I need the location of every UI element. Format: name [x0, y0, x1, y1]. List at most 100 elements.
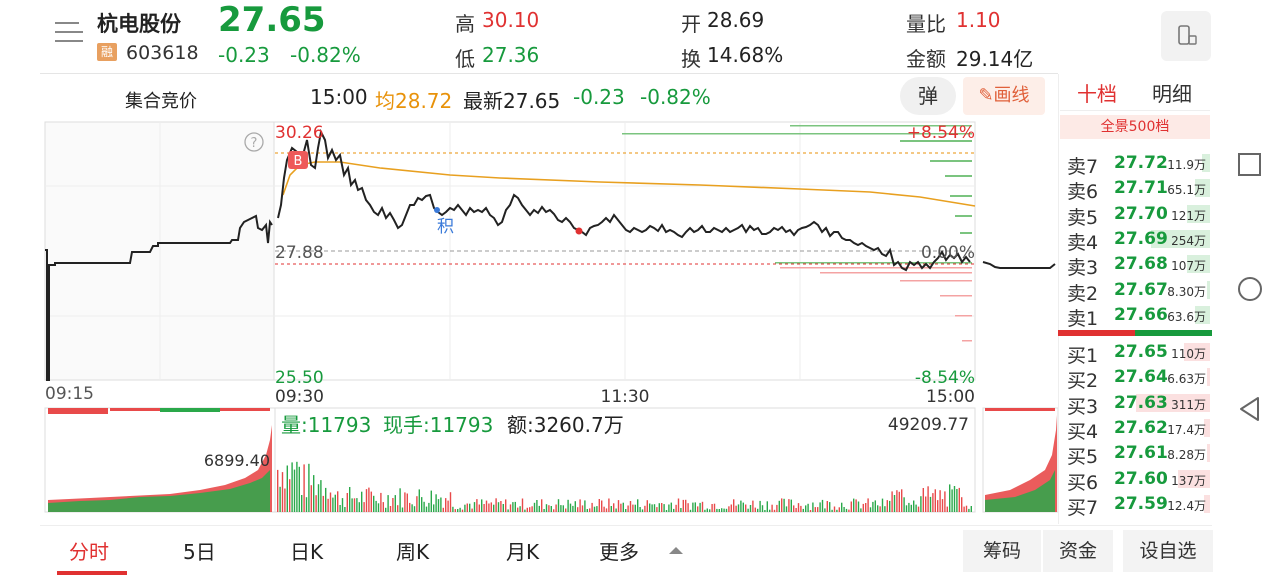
volume-bar — [613, 503, 615, 512]
danmu-toggle-button[interactable]: 弹 — [900, 77, 956, 115]
volume-bar — [514, 501, 516, 512]
volume-bar — [423, 501, 425, 512]
home-icon[interactable] — [1236, 275, 1264, 303]
volume-bar — [435, 494, 437, 512]
volume-bar — [663, 504, 665, 512]
bid-volume: 137万 — [1171, 473, 1206, 488]
volume-bar — [737, 504, 740, 512]
low-value: 27.36 — [482, 43, 540, 67]
volume-bar — [327, 498, 329, 512]
bid-label: 买6 — [1067, 471, 1099, 494]
volume-bar — [651, 504, 653, 512]
buy-signal-marker[interactable] — [288, 151, 308, 169]
tab-detail[interactable]: 明细 — [1152, 82, 1192, 106]
time-label-1130: 11:30 — [601, 387, 650, 407]
cursor-time: 15:00 — [310, 85, 368, 109]
ask-volume: 65.1万 — [1167, 183, 1206, 198]
volume-bar — [925, 496, 927, 512]
volume-bar — [848, 509, 850, 512]
back-icon[interactable] — [1237, 395, 1263, 423]
volume-bar — [512, 502, 514, 512]
bid-row[interactable]: 买7 27.59 12.4万 — [1058, 492, 1212, 519]
volume-bar — [754, 507, 756, 512]
tab-daily-k[interactable]: 日K — [290, 540, 324, 564]
bid-row[interactable]: 买6 27.60 137万 — [1058, 467, 1212, 494]
volume-bar — [629, 501, 632, 512]
volume-bar — [440, 497, 442, 512]
full-depth-button[interactable]: 全景500档 — [1060, 115, 1210, 139]
auction-volume-bars — [48, 408, 272, 512]
bid-row[interactable]: 买2 27.64 6.63万 — [1058, 365, 1212, 392]
volume-bar — [968, 508, 970, 512]
tab-intraday[interactable]: 分时 — [69, 540, 109, 564]
fund-button[interactable]: 资金 — [1043, 530, 1113, 572]
chip-button[interactable]: 筹码 — [963, 530, 1041, 572]
bid-row[interactable]: 买1 27.65 110万 — [1058, 340, 1212, 367]
turnover-value: 14.68% — [707, 43, 784, 67]
volume-bar — [502, 504, 504, 512]
volume-bar — [677, 498, 680, 512]
volume-bar — [560, 505, 562, 512]
bid-row[interactable]: 买5 27.61 8.28万 — [1058, 441, 1212, 468]
tab-weekly-k[interactable]: 周K — [396, 540, 430, 564]
volume-bar — [509, 504, 512, 512]
volume-bar — [375, 500, 377, 512]
volume-bar — [545, 504, 548, 512]
recent-apps-icon[interactable] — [1237, 152, 1263, 178]
volume-bar — [903, 497, 905, 512]
ask-row[interactable]: 卖1 27.66 63.6万 — [1058, 303, 1212, 330]
volume-bar — [353, 498, 356, 512]
draw-line-button[interactable]: ✎画线 — [963, 77, 1045, 115]
volume-bar — [425, 506, 428, 512]
help-icon[interactable] — [244, 132, 264, 152]
volume-bar — [313, 475, 315, 512]
bid-row[interactable]: 买4 27.62 17.4万 — [1058, 416, 1212, 443]
volume-bar — [721, 508, 723, 512]
add-watchlist-button[interactable]: 设自选 — [1123, 530, 1213, 572]
ask-row[interactable]: 卖7 27.72 11.9万 — [1058, 151, 1212, 178]
volume-bar — [284, 488, 286, 512]
volume-bar — [452, 506, 454, 512]
volume-bar — [857, 501, 860, 512]
intraday-chart[interactable]: B 积 ? 30.26 27.88 25.50 +8.54% 0.00% -8.… — [0, 0, 1058, 525]
tab-monthly-k[interactable]: 月K — [506, 540, 540, 564]
tab-more[interactable]: 更多 — [599, 540, 639, 564]
bid-volume-bar — [1207, 368, 1210, 387]
volume-bar — [370, 491, 372, 512]
ask-label: 卖1 — [1067, 307, 1099, 330]
ask-row[interactable]: 卖6 27.71 65.1万 — [1058, 176, 1212, 203]
volume-bar — [339, 505, 341, 512]
amount-info: 额:3260.7万 — [507, 413, 624, 437]
tab-5day[interactable]: 5日 — [183, 540, 216, 564]
volume-bar — [605, 508, 608, 512]
caret-up-icon[interactable] — [667, 544, 685, 556]
ask-row[interactable]: 卖2 27.67 8.30万 — [1058, 278, 1212, 305]
volume-bar — [665, 510, 668, 512]
bid-price: 27.62 — [1114, 417, 1168, 438]
bid-row[interactable]: 买3 27.63 311万 — [1058, 391, 1212, 418]
volume-bar — [814, 507, 816, 512]
volume-bar — [574, 501, 576, 512]
ji-signal-label[interactable]: 积 — [437, 217, 454, 237]
volume-bar — [932, 493, 934, 512]
ask-row[interactable]: 卖5 27.70 121万 — [1058, 202, 1212, 229]
tab-ten-levels[interactable]: 十档 — [1077, 82, 1117, 106]
bid-volume: 110万 — [1171, 347, 1206, 361]
volume-bar — [586, 509, 588, 512]
volume-bar — [745, 504, 747, 512]
volume-bar — [704, 509, 706, 512]
ask-row[interactable]: 卖4 27.69 254万 — [1058, 227, 1212, 254]
volume-bar — [675, 504, 677, 512]
device-switch-button[interactable] — [1161, 11, 1211, 61]
ask-row[interactable]: 卖3 27.68 107万 — [1058, 252, 1212, 279]
price-point-marker — [575, 227, 583, 235]
volume-bar — [920, 496, 922, 512]
menu-icon[interactable] — [55, 18, 83, 48]
volume-bar — [759, 500, 761, 512]
volume-bar — [567, 499, 569, 512]
volume-bar — [961, 497, 963, 512]
ask-volume: 11.9万 — [1167, 158, 1206, 172]
volume-bar — [445, 498, 447, 512]
volume-bar — [478, 504, 480, 512]
volume-bar — [601, 500, 603, 512]
